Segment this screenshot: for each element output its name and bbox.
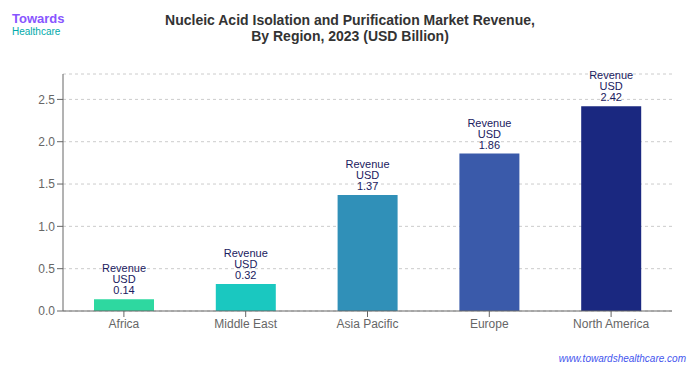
svg-text:1.5: 1.5 bbox=[38, 177, 55, 191]
html-text:By Region, 2023 (USD Billion): By Region, 2023 (USD Billion) bbox=[251, 28, 449, 44]
svg-text:North America: North America bbox=[573, 317, 649, 331]
svg-text:2.5: 2.5 bbox=[38, 93, 55, 107]
svg-text:Europe: Europe bbox=[470, 317, 509, 331]
svg-text:RevenueUSD1.37: RevenueUSD1.37 bbox=[346, 158, 390, 192]
svg-text:2.0: 2.0 bbox=[38, 135, 55, 149]
svg-text:0.0: 0.0 bbox=[38, 304, 55, 318]
html-text:Healthcare: Healthcare bbox=[12, 26, 61, 38]
svg-text:RevenueUSD1.86: RevenueUSD1.86 bbox=[467, 117, 511, 151]
svg-text:Africa: Africa bbox=[109, 317, 140, 331]
svg-text:Asia Pacific: Asia Pacific bbox=[336, 317, 398, 331]
svg-text:RevenueUSD0.32: RevenueUSD0.32 bbox=[224, 247, 268, 281]
svg-text:Middle East: Middle East bbox=[214, 317, 277, 331]
html-text:Towards: Towards bbox=[12, 11, 65, 26]
svg-text:RevenueUSD0.14: RevenueUSD0.14 bbox=[102, 262, 146, 296]
svg-text:0.5: 0.5 bbox=[38, 262, 55, 276]
svg-text:1.0: 1.0 bbox=[38, 220, 55, 234]
html-text:www.towardshealthcare.com: www.towardshealthcare.com bbox=[558, 353, 686, 364]
svg-text:RevenueUSD2.42: RevenueUSD2.42 bbox=[589, 69, 633, 103]
html-text:Nucleic Acid Isolation and Pur: Nucleic Acid Isolation and Purification … bbox=[165, 12, 535, 28]
